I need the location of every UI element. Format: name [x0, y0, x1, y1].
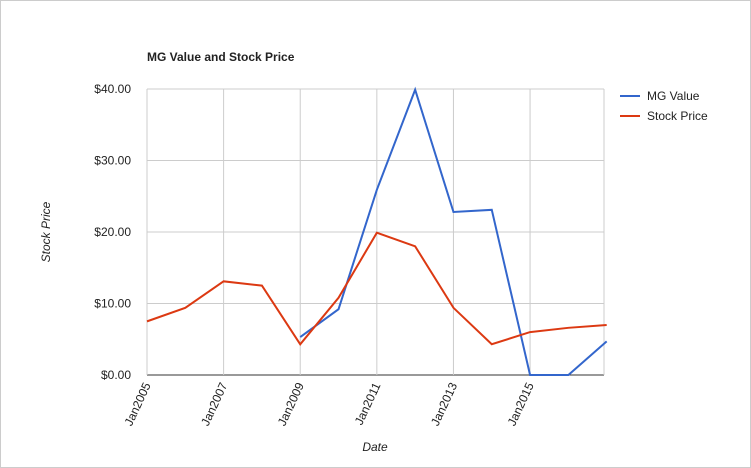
y-tick-label: $20.00: [94, 225, 131, 239]
y-tick-label: $10.00: [94, 297, 131, 311]
y-tick-label: $40.00: [94, 82, 131, 96]
y-tick-label: $0.00: [101, 368, 131, 382]
x-axis-title: Date: [362, 440, 388, 454]
y-tick-label: $30.00: [94, 154, 131, 168]
chart-title: MG Value and Stock Price: [147, 50, 295, 64]
y-axis-title: Stock Price: [39, 201, 53, 262]
line-series: [146, 231, 607, 346]
line-series: [299, 86, 608, 376]
legend-label: MG Value: [647, 89, 700, 103]
legend-label: Stock Price: [647, 109, 708, 123]
